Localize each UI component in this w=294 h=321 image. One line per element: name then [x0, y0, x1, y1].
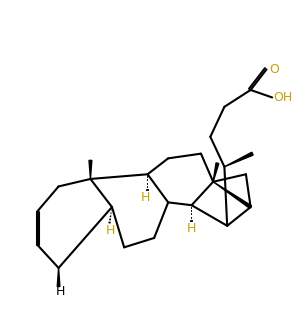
Polygon shape — [89, 160, 92, 179]
Text: OH: OH — [274, 91, 293, 104]
Polygon shape — [213, 163, 219, 182]
Polygon shape — [224, 152, 253, 167]
Text: H: H — [187, 222, 196, 235]
Text: H: H — [55, 285, 65, 298]
Text: H: H — [141, 191, 150, 204]
Text: O: O — [269, 63, 279, 76]
Polygon shape — [57, 268, 60, 287]
Text: H: H — [106, 224, 115, 237]
Polygon shape — [213, 182, 251, 208]
